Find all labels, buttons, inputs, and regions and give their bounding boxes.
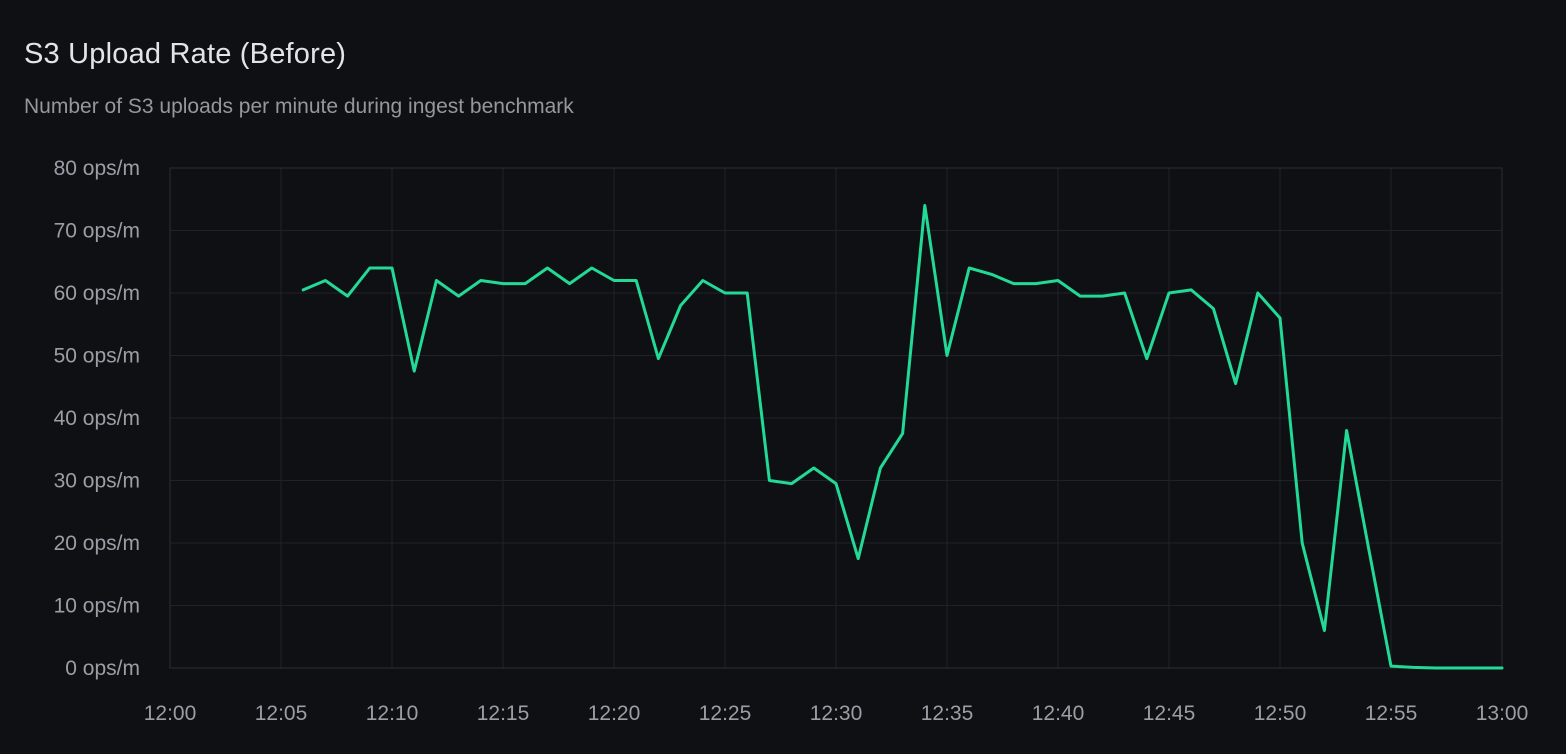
x-tick-label: 12:45	[1143, 702, 1196, 725]
x-tick-label: 12:55	[1365, 702, 1418, 725]
y-tick-label: 80 ops/m	[54, 157, 140, 180]
y-tick-label: 10 ops/m	[54, 595, 140, 618]
x-axis-labels: 12:00 12:05 12:10 12:15 12:20 12:25 12:30 12:35…	[144, 702, 1529, 725]
series-line-s3-upload-rate	[301, 204, 1504, 670]
x-tick-label: 12:25	[699, 702, 752, 725]
x-tick-label: 12:15	[477, 702, 530, 725]
y-tick-label: 50 ops/m	[54, 345, 140, 368]
x-tick-label: 12:35	[921, 702, 974, 725]
y-tick-label: 40 ops/m	[54, 407, 140, 430]
y-tick-label: 70 ops/m	[54, 220, 140, 243]
panel-title: S3 Upload Rate (Before)	[24, 38, 347, 70]
y-tick-label: 60 ops/m	[54, 282, 140, 305]
x-tick-label: 12:05	[255, 702, 308, 725]
x-tick-label: 12:10	[366, 702, 419, 725]
x-tick-label: 12:40	[1032, 702, 1085, 725]
y-tick-label: 0 ops/m	[65, 657, 140, 680]
y-tick-label: 30 ops/m	[54, 470, 140, 493]
x-tick-label: 12:00	[144, 702, 197, 725]
x-tick-label: 12:20	[588, 702, 641, 725]
grid-lines	[169, 167, 1503, 669]
y-tick-label: 20 ops/m	[54, 532, 140, 555]
x-tick-label: 13:00	[1476, 702, 1529, 725]
x-tick-label: 12:50	[1254, 702, 1307, 725]
x-tick-label: 12:30	[810, 702, 863, 725]
y-axis-labels: 80 ops/m 70 ops/m 60 ops/m 50 ops/m 40 ops/m…	[54, 157, 140, 680]
panel-subtitle: Number of S3 uploads per minute during i…	[24, 95, 574, 118]
plot-border	[169, 167, 1503, 669]
